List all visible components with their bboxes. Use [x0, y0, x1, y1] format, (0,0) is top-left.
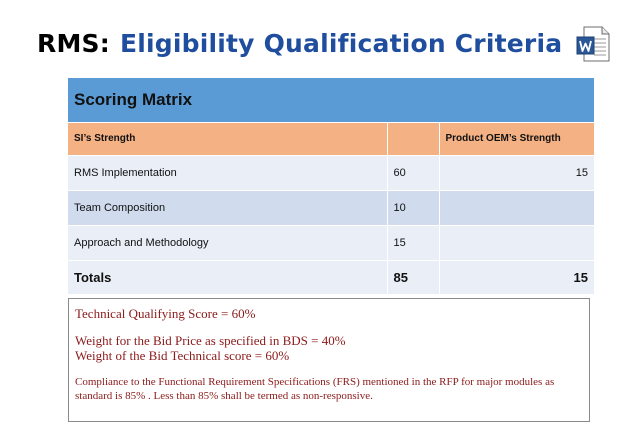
frs-compliance-line-1: Compliance to the Functional Requirement…: [75, 376, 555, 388]
totals-row: Totals 85 15: [68, 260, 595, 295]
title-main: Eligibility Qualification Criteria: [119, 29, 563, 58]
oem-score-cell: 15: [439, 155, 595, 191]
oem-score-cell: [439, 225, 595, 261]
oem-score-cell: [439, 190, 595, 226]
header-si-strength: SI’s Strength: [68, 122, 388, 156]
totals-label: Totals: [68, 260, 388, 295]
frs-compliance-line-2: standard is 85% . Less than 85% shall be…: [75, 390, 373, 402]
slide-title: RMS: Eligibility Qualification Criteria: [37, 28, 562, 60]
si-score-cell: 60: [387, 155, 440, 191]
totals-si-score: 85: [387, 260, 440, 295]
table-row: RMS Implementation 60 15: [68, 155, 595, 191]
criteria-notes-box: Technical Qualifying Score = 60% Weight …: [68, 298, 590, 422]
title-prefix: RMS:: [37, 29, 110, 58]
row-label: Team Composition: [68, 190, 388, 226]
table-title: Scoring Matrix: [68, 78, 595, 123]
table-row: Team Composition 10: [68, 190, 595, 226]
scoring-matrix-table: Scoring Matrix SI’s Strength Product OEM…: [68, 78, 595, 295]
si-score-cell: 10: [387, 190, 440, 226]
header-score: [387, 122, 440, 156]
word-document-icon: [576, 26, 610, 62]
bid-technical-weight: Weight of the Bid Technical score = 60%: [75, 348, 290, 363]
table-row: Approach and Methodology 15: [68, 225, 595, 261]
bid-price-weight: Weight for the Bid Price as specified in…: [75, 333, 346, 348]
header-oem-strength: Product OEM’s Strength: [439, 122, 595, 156]
technical-qualifying-score: Technical Qualifying Score = 60%: [75, 306, 256, 321]
si-score-cell: 15: [387, 225, 440, 261]
row-label: Approach and Methodology: [68, 225, 388, 261]
totals-oem-score: 15: [439, 260, 595, 295]
table-header-row: SI’s Strength Product OEM’s Strength: [68, 122, 595, 156]
table-title-row: Scoring Matrix: [68, 78, 595, 123]
row-label: RMS Implementation: [68, 155, 388, 191]
